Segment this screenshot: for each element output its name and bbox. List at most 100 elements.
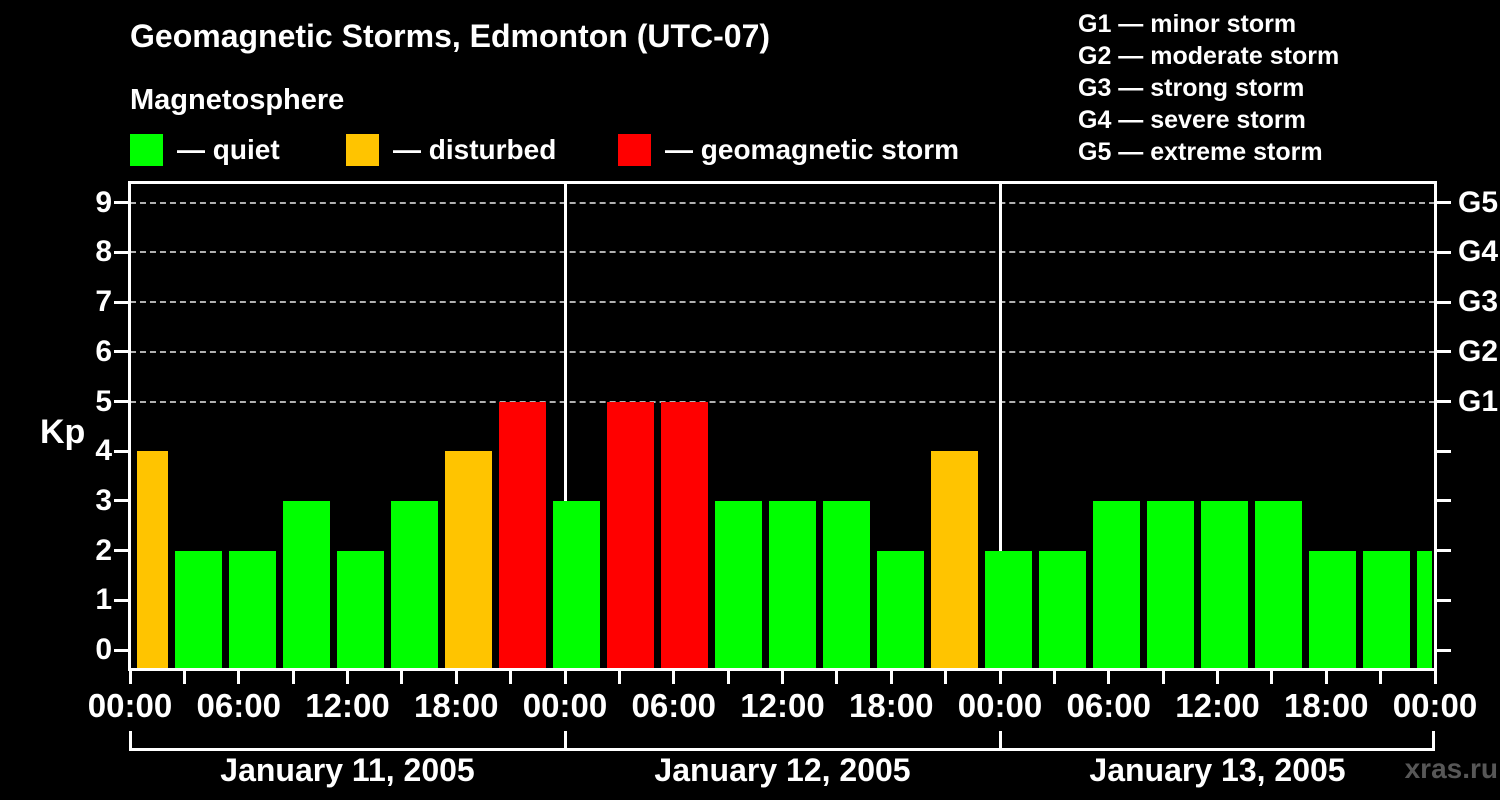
kp-bar xyxy=(984,550,1033,669)
kp-bar xyxy=(930,451,979,669)
right-axis-tick xyxy=(1435,499,1451,503)
y-axis-tick xyxy=(114,648,130,652)
kp-bar xyxy=(768,500,817,669)
legend-swatch-quiet xyxy=(130,134,163,166)
kp-bar xyxy=(1416,550,1432,669)
y-tick-label: 1 xyxy=(95,583,112,617)
x-tick-label: 06:00 xyxy=(631,687,716,724)
legend-label-storm: — geomagnetic storm xyxy=(665,134,960,165)
date-bracket-tick xyxy=(998,731,1002,751)
x-tick-label: 06:00 xyxy=(196,687,281,724)
plot-frame xyxy=(128,181,1437,671)
x-axis-tick xyxy=(346,669,349,684)
legend-label-disturbed: — disturbed xyxy=(393,134,557,165)
kp-bar xyxy=(1308,550,1357,669)
gridline-kp8 xyxy=(130,251,1435,254)
x-axis-tick xyxy=(944,669,948,684)
storm-scale-line-1: G1 — minor storm xyxy=(1078,10,1297,38)
legend-swatch-disturbed xyxy=(346,134,379,166)
x-axis-tick xyxy=(237,669,241,684)
x-axis-tick xyxy=(672,669,676,684)
storm-scale-line-3: G3 — strong storm xyxy=(1078,74,1305,102)
kp-bar xyxy=(1092,500,1141,669)
date-label-day1: January 11, 2005 xyxy=(220,752,475,788)
right-axis-tick xyxy=(1435,598,1451,602)
right-axis-tick xyxy=(1435,400,1451,403)
kp-bar xyxy=(1254,500,1303,669)
kp-bar xyxy=(390,500,439,669)
date-bracket-tick xyxy=(563,731,567,751)
right-axis-label-G3: G3 xyxy=(1458,285,1499,319)
x-axis-tick xyxy=(563,669,567,684)
y-axis-tick xyxy=(114,499,130,503)
y-tick-label: 3 xyxy=(95,483,112,517)
y-tick-label: 9 xyxy=(95,185,112,219)
storm-scale-line-4: G4 — severe storm xyxy=(1078,106,1306,134)
x-tick-label: 12:00 xyxy=(1175,687,1260,724)
kp-bar xyxy=(444,451,493,669)
y-axis-tick xyxy=(114,300,130,304)
x-tick-label: 18:00 xyxy=(414,687,499,724)
right-axis-label-G2: G2 xyxy=(1458,334,1499,368)
x-tick-label: 18:00 xyxy=(849,687,934,724)
gridline-kp9 xyxy=(130,201,1435,204)
right-axis-tick xyxy=(1435,250,1451,254)
kp-bar xyxy=(1362,550,1411,669)
storm-scale-legend: G1 — minor storm G2 — moderate storm G3 — … xyxy=(1078,8,1339,168)
x-tick-label: 06:00 xyxy=(1066,687,1151,724)
kp-bar xyxy=(714,500,763,669)
x-tick-label: 18:00 xyxy=(1284,687,1369,724)
x-axis-tick xyxy=(1433,669,1437,684)
x-axis-tick xyxy=(617,669,621,684)
right-axis-tick xyxy=(1435,350,1451,354)
right-axis-tick xyxy=(1435,300,1451,304)
kp-bar xyxy=(1146,500,1195,669)
x-tick-label: 00:00 xyxy=(1392,687,1478,724)
y-tick-label: 0 xyxy=(95,633,112,666)
y-tick-label: 8 xyxy=(95,235,112,269)
y-axis-tick xyxy=(114,350,130,354)
kp-bar xyxy=(1038,550,1087,669)
y-axis-tick xyxy=(114,598,130,602)
right-axis-label-G4: G4 xyxy=(1458,235,1499,269)
y-tick-label: 2 xyxy=(95,533,112,567)
x-tick-label: 00:00 xyxy=(522,687,608,724)
x-axis-tick xyxy=(835,669,839,684)
gridline-kp6 xyxy=(130,350,1435,353)
x-tick-label: 00:00 xyxy=(87,687,173,724)
x-axis-tick xyxy=(1107,669,1111,684)
y-tick-label: 5 xyxy=(95,384,112,418)
kp-bar xyxy=(498,401,547,669)
y-axis-tick xyxy=(114,201,130,205)
x-axis-tick xyxy=(1270,669,1274,684)
gridline-kp5 xyxy=(130,400,1435,403)
kp-bar xyxy=(282,500,331,669)
chart-plot-area xyxy=(130,183,1435,669)
date-label-day2: January 12, 2005 xyxy=(654,752,911,788)
x-axis-tick xyxy=(1379,669,1383,684)
page-title: Geomagnetic Storms, Edmonton (UTC-07) xyxy=(130,18,771,54)
y-tick-label: 6 xyxy=(95,334,112,368)
day-separator-1 xyxy=(563,183,567,669)
x-tick-label: 00:00 xyxy=(957,687,1043,724)
kp-bar xyxy=(1200,500,1249,669)
x-tick-label: 12:00 xyxy=(740,687,825,724)
y-axis-tick xyxy=(114,250,130,254)
magnetosphere-label: Magnetosphere xyxy=(130,84,345,116)
x-axis-tick xyxy=(400,669,404,684)
date-label-day3: January 13, 2005 xyxy=(1089,752,1346,788)
x-axis-tick xyxy=(454,669,458,684)
x-axis-tick xyxy=(889,669,893,684)
right-axis-tick xyxy=(1435,648,1451,652)
x-tick-label: 12:00 xyxy=(305,687,390,724)
y-axis-tick xyxy=(114,549,130,553)
date-bracket-line xyxy=(130,748,1434,751)
gridline-kp7 xyxy=(130,301,1435,304)
x-axis-tick xyxy=(726,669,730,684)
x-axis-tick xyxy=(781,669,784,684)
watermark: xras.ru xyxy=(1404,753,1498,784)
right-axis-label-G5: G5 xyxy=(1458,185,1499,219)
x-axis-tick xyxy=(1161,669,1165,684)
x-axis-tick xyxy=(509,669,513,684)
